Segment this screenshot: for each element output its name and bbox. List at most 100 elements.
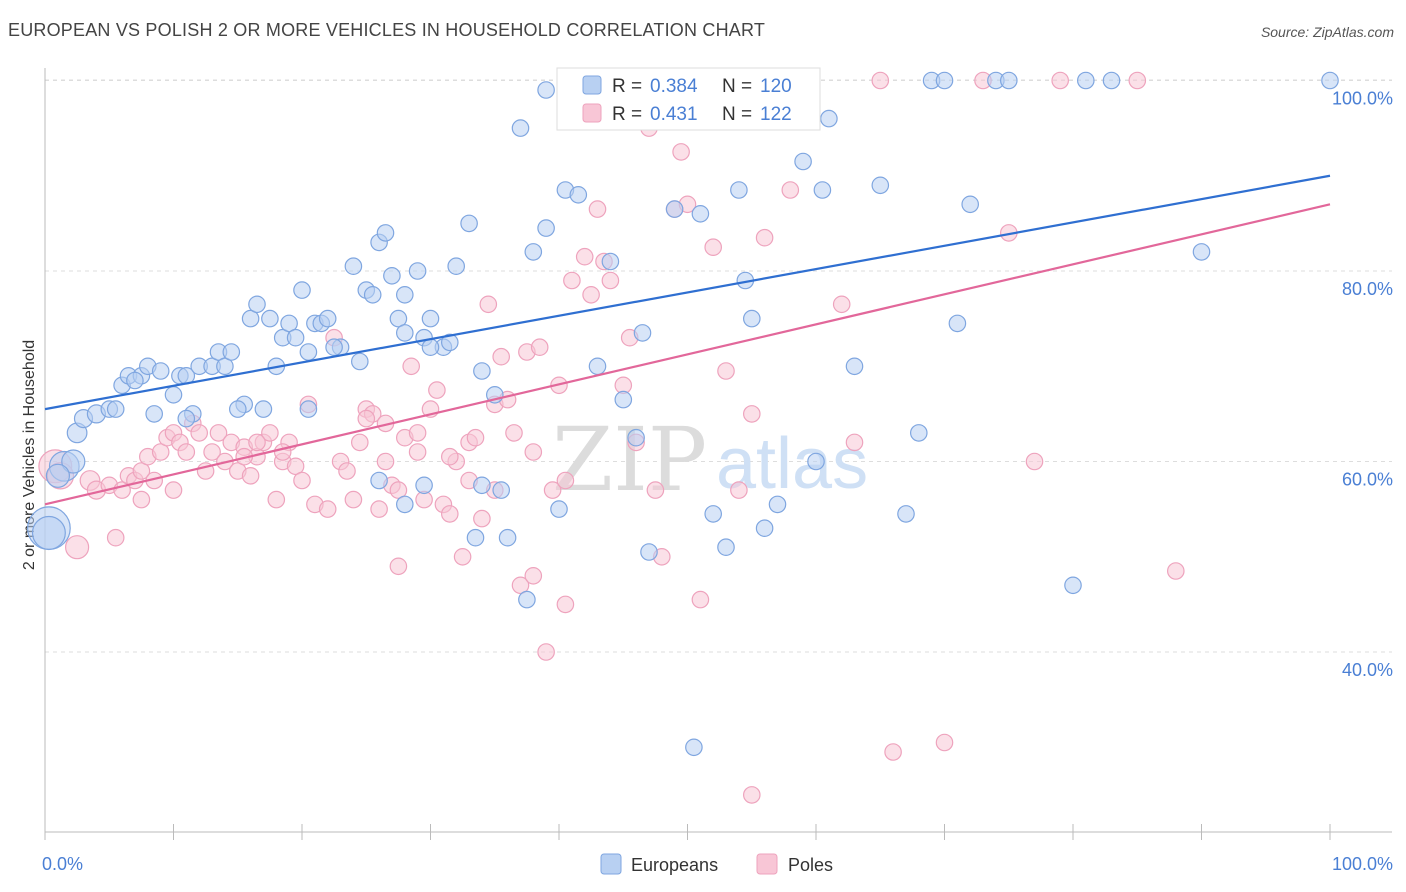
legend-swatch-poles[interactable] [756,853,778,875]
europeans-point-102 [370,471,388,490]
y-tick-labels: 40.0% 60.0% 80.0% 100.0% [1332,89,1393,681]
poles-point-17 [177,443,196,461]
chart-source: Source: ZipAtlas.com [1260,24,1394,40]
x-tick-label-0: 0.0% [42,854,83,874]
europeans-point-37 [318,309,337,328]
europeans-point-98 [1102,71,1121,90]
europeans-point-45 [383,266,401,285]
gridlines [45,79,1392,653]
poles-point-115 [357,409,376,428]
europeans-point-80 [768,495,787,514]
poles-point-114 [338,462,356,480]
europeans-point-89 [909,424,928,442]
europeans-point-1 [31,515,66,550]
poles-point-90 [691,590,710,609]
poles-point-56 [440,505,459,523]
europeans-point-27 [254,400,273,418]
europeans-point-99 [1192,243,1211,261]
legend-label-europeans[interactable]: Europeans [631,855,718,875]
watermark-zip: ZIP [552,408,707,511]
legend-label-poles[interactable]: Poles [788,855,833,875]
poles-point-93 [730,481,748,499]
europeans-point-13 [145,405,163,423]
europeans-point-46 [389,309,408,328]
poles-point-2 [64,535,90,560]
poles-point-77 [582,285,600,304]
europeans-point-96 [1064,576,1082,595]
europeans-point-91 [935,71,954,90]
europeans-point-50 [421,309,440,328]
poles-point-85 [646,481,665,499]
europeans-point-65 [601,252,620,271]
poles-point-88 [672,143,690,161]
europeans-point-111 [492,481,510,499]
poles-point-60 [466,428,485,447]
poles-point-22 [209,424,228,442]
poles-point-101 [935,733,954,752]
y-tick-label-3: 100.0% [1332,89,1393,109]
europeans-point-44 [376,224,395,242]
poles-point-123 [556,471,575,490]
poles-point-69 [524,566,543,585]
poles-point-98 [845,433,864,452]
stats-swatch-poles [582,103,602,123]
poles-point-72 [543,481,562,499]
poles-point-111 [273,443,292,461]
europeans-point-75 [717,538,735,556]
poles-point-54 [428,381,446,399]
y-tick-label-1: 60.0% [1342,470,1393,490]
stats-europeans-n-label: N = [722,76,752,97]
europeans-point-108 [569,186,588,204]
poles-point-51 [408,443,427,461]
poles-point-76 [575,247,594,266]
europeans-point-84 [813,181,832,199]
poles-point-96 [781,181,800,199]
europeans-point-85 [820,109,838,128]
europeans-point-22 [216,357,234,376]
poles-point-99 [871,71,890,90]
poles-point-31 [267,490,286,509]
europeans-point-48 [408,262,427,280]
poles-point-107 [1167,562,1185,580]
europeans-point-92 [948,314,967,333]
stats-europeans-n-value: 120 [760,76,792,97]
europeans-point-60 [550,500,568,518]
europeans-point-67 [627,428,645,447]
poles-point-70 [530,338,549,356]
poles-point-106 [1128,71,1147,90]
europeans-point-106 [518,590,536,609]
europeans-point-103 [395,495,414,514]
watermark: ZIP atlas [552,408,868,511]
europeans-point-56 [498,528,517,547]
poles-point-110 [248,433,266,452]
poles-point-92 [717,362,735,380]
poles-point-61 [473,509,491,528]
poles-point-19 [190,424,208,442]
poles-point-112 [132,490,151,509]
stats-swatch-europeans [582,75,602,95]
europeans-point-47 [395,285,414,304]
europeans-point-4 [45,463,71,488]
europeans-point-52 [447,257,465,275]
trend-lines [44,174,1331,506]
poles-point-45 [370,500,388,518]
europeans-point-120 [473,362,491,380]
legend-swatch-europeans[interactable] [600,853,622,875]
europeans-point-121 [395,324,414,342]
poles-point-21 [203,443,221,461]
poles-point-100 [884,743,902,761]
poles-point-74 [556,595,575,614]
poles-point-10 [132,462,151,480]
poles-point-104 [1025,452,1044,471]
europeans-point-93 [961,195,979,214]
poles-point-119 [440,447,459,466]
poles-point-64 [492,347,510,366]
europeans-point-117 [325,338,343,356]
europeans-point-118 [421,338,440,356]
europeans-point-82 [794,152,812,171]
europeans-point-23 [222,343,241,361]
poles-point-58 [453,547,472,566]
europeans-point-78 [742,309,761,328]
europeans-point-114 [126,371,144,390]
europeans-point-119 [440,333,459,352]
